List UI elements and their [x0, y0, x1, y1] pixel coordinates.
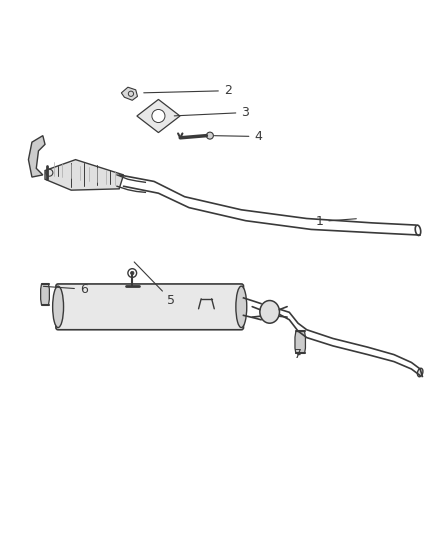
Ellipse shape [53, 286, 64, 328]
Ellipse shape [235, 286, 246, 328]
Circle shape [130, 271, 134, 275]
Ellipse shape [417, 368, 422, 377]
Text: 3: 3 [174, 106, 249, 119]
Polygon shape [137, 100, 180, 133]
Polygon shape [41, 284, 49, 305]
Text: 1: 1 [315, 215, 356, 228]
Polygon shape [294, 332, 305, 353]
Text: 6: 6 [43, 282, 88, 296]
Text: 4: 4 [214, 130, 261, 143]
Text: 7: 7 [293, 348, 301, 361]
Text: 2: 2 [143, 84, 231, 97]
Circle shape [206, 132, 213, 139]
Polygon shape [28, 135, 45, 177]
Circle shape [152, 109, 165, 123]
Polygon shape [121, 87, 137, 100]
FancyBboxPatch shape [56, 284, 243, 330]
Polygon shape [45, 159, 123, 190]
Text: 5: 5 [134, 262, 175, 306]
Ellipse shape [259, 301, 279, 323]
